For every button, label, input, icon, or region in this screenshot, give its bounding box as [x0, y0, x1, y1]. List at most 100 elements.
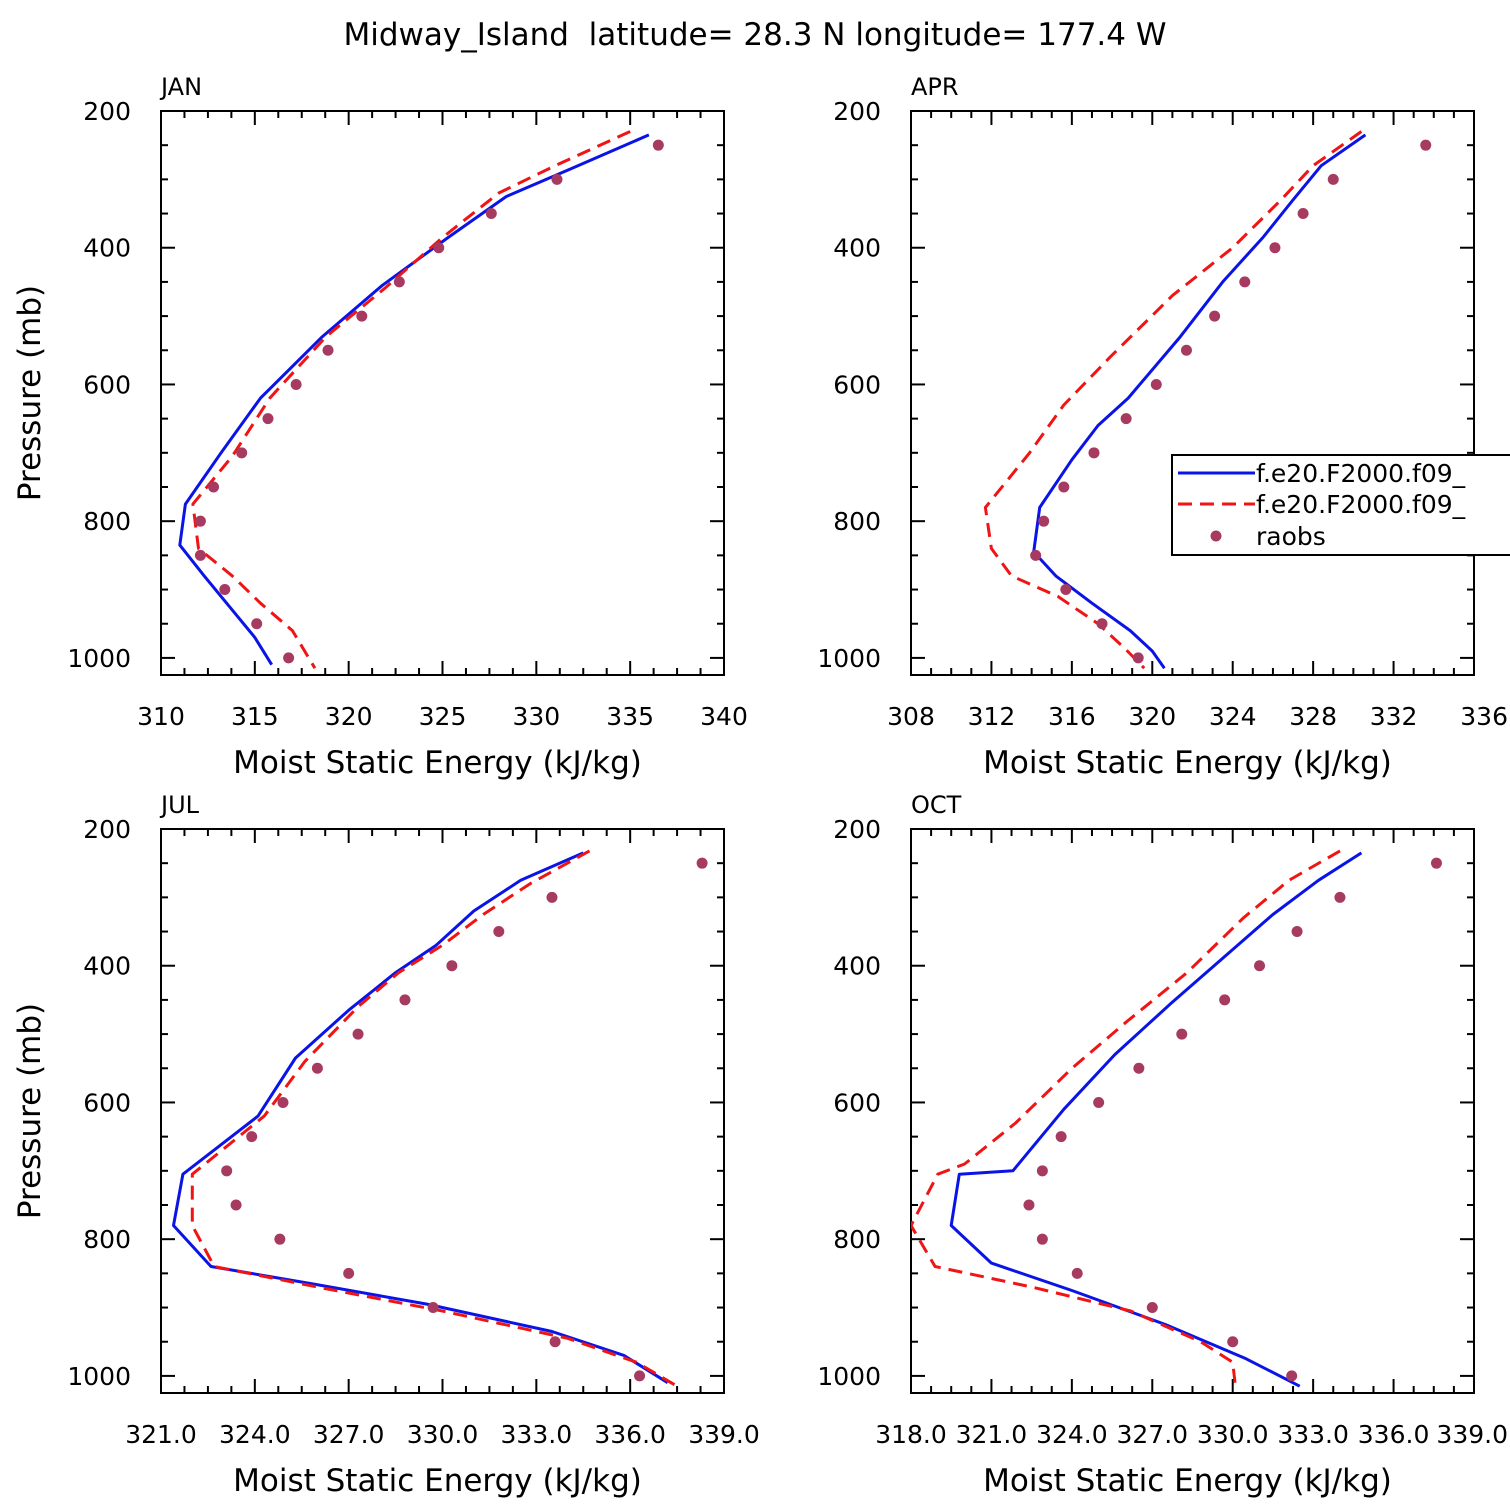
panel-oct: 200 400 600 800 1000 318.0 321.0 324.0 327.0 330.…	[817, 791, 1508, 1499]
x-tick-label: 330	[512, 702, 560, 731]
raobs-point	[652, 139, 664, 151]
x-axis-label: Moist Static Energy (kJ/kg)	[983, 1463, 1392, 1499]
raobs-point	[1120, 413, 1132, 425]
series-line-dashed	[983, 130, 1363, 670]
y-tick-label: 400	[83, 952, 131, 981]
raobs-point	[251, 618, 263, 630]
raobs-point	[493, 926, 505, 938]
x-tick-label: 335	[606, 702, 654, 731]
x-tick-label: 318.0	[875, 1420, 947, 1449]
raobs-point	[1227, 1336, 1239, 1348]
raobs-point	[485, 208, 497, 220]
x-tick-label: 333.0	[1277, 1420, 1349, 1449]
x-tick-label: 310	[137, 702, 185, 731]
y-tick-label: 800	[83, 1225, 131, 1254]
raobs-point	[262, 413, 274, 425]
panel-jul: 200 400 600 800 1000 321.0 324.0 327.0 330.0 333.…	[12, 791, 760, 1499]
raobs-point	[274, 1233, 286, 1245]
raobs-point	[696, 857, 708, 869]
raobs-point	[1254, 960, 1266, 972]
x-tick-label: 325	[419, 702, 467, 731]
raobs-point	[1176, 1028, 1188, 1040]
y-tick-label: 600	[833, 370, 881, 399]
y-tick-label: 200	[833, 97, 881, 126]
x-tick-label: 339.0	[688, 1420, 760, 1449]
y-tick-label: 1000	[817, 644, 881, 673]
x-tick-label: 336	[1460, 702, 1508, 731]
y-axis-label: Pressure (mb)	[12, 1003, 48, 1219]
raobs-point	[427, 1302, 439, 1314]
x-tick-label: 320	[325, 702, 373, 731]
x-tick-label: 321.0	[125, 1420, 197, 1449]
x-axis-label: Moist Static Energy (kJ/kg)	[233, 1463, 642, 1499]
x-tick-label: 330.0	[407, 1420, 479, 1449]
panel-title: APR	[911, 73, 959, 101]
raobs-point	[1093, 1096, 1105, 1108]
raobs-point	[230, 1199, 242, 1211]
raobs-point	[1334, 891, 1346, 903]
raobs-point	[219, 584, 231, 596]
y-tick-label: 400	[833, 234, 881, 263]
raobs-point	[290, 378, 302, 390]
raobs-point	[1430, 857, 1442, 869]
raobs-point	[1055, 1131, 1067, 1143]
figure-title: Midway_Island latitude= 28.3 N longitude…	[344, 17, 1167, 53]
y-tick-label: 600	[83, 1088, 131, 1117]
raobs-point	[1058, 481, 1070, 493]
raobs-point	[1132, 652, 1144, 664]
raobs-point	[549, 1336, 561, 1348]
panel-title: JAN	[159, 73, 202, 101]
x-tick-label: 320	[1128, 702, 1176, 731]
raobs-point	[1146, 1302, 1158, 1314]
series-line-dashed	[911, 849, 1341, 1387]
raobs-point	[356, 310, 368, 322]
x-tick-label: 332	[1370, 702, 1418, 731]
y-tick-label: 200	[833, 815, 881, 844]
x-tick-label: 327.0	[313, 1420, 385, 1449]
raobs-point	[1219, 994, 1231, 1006]
raobs-point	[1036, 1165, 1048, 1177]
series-line-solid	[1032, 133, 1367, 670]
y-tick-label: 1000	[67, 644, 131, 673]
x-tick-label: 336.0	[594, 1420, 666, 1449]
raobs-point	[1150, 378, 1162, 390]
raobs-point	[352, 1028, 364, 1040]
x-tick-label: 333.0	[501, 1420, 573, 1449]
x-tick-label: 328	[1289, 702, 1337, 731]
x-tick-label: 315	[231, 702, 279, 731]
panel-title: JUL	[159, 791, 200, 819]
raobs-point	[433, 242, 445, 254]
series-group	[983, 130, 1432, 670]
y-tick-label: 400	[833, 952, 881, 981]
y-axis-label: Pressure (mb)	[12, 285, 48, 501]
raobs-point	[1286, 1370, 1298, 1382]
raobs-point	[1023, 1199, 1035, 1211]
raobs-point	[194, 549, 206, 561]
y-tick-label: 400	[83, 234, 131, 263]
y-tick-label: 800	[833, 507, 881, 536]
legend-label: raobs	[1256, 522, 1326, 551]
x-tick-label: 308	[887, 702, 935, 731]
y-tick-label: 600	[83, 370, 131, 399]
raobs-point	[546, 891, 558, 903]
raobs-point	[1420, 139, 1432, 151]
raobs-point	[446, 960, 458, 972]
raobs-point	[311, 1062, 323, 1074]
raobs-point	[1030, 549, 1042, 561]
raobs-point	[283, 652, 295, 664]
raobs-point	[1038, 515, 1050, 527]
raobs-point	[221, 1165, 233, 1177]
series-line-solid	[172, 851, 669, 1384]
plot-frame	[910, 828, 1475, 1394]
y-tick-label: 200	[83, 815, 131, 844]
series-group	[911, 849, 1442, 1388]
raobs-point	[246, 1131, 258, 1143]
raobs-point	[343, 1267, 355, 1279]
plot-frame	[910, 110, 1475, 676]
x-tick-label: 340	[700, 702, 748, 731]
raobs-point	[399, 994, 411, 1006]
raobs-point	[1269, 242, 1281, 254]
series-group	[172, 849, 708, 1388]
